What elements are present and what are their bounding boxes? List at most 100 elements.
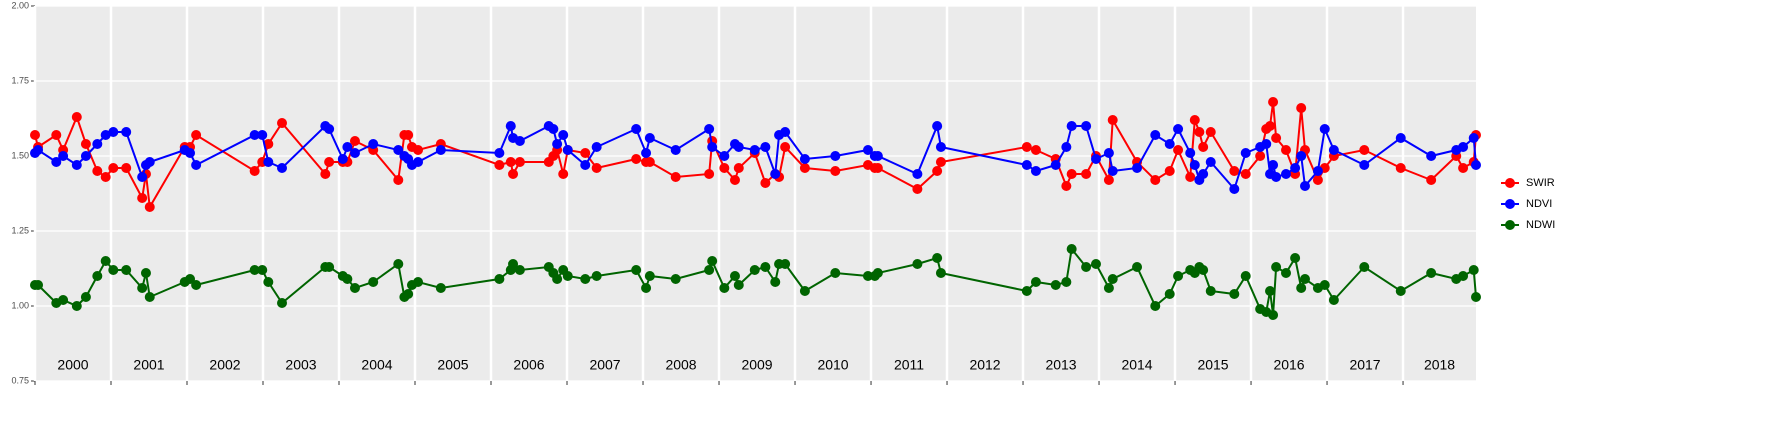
x-tick-label: 2008 bbox=[665, 357, 696, 373]
data-point bbox=[872, 151, 883, 161]
data-point bbox=[393, 175, 404, 185]
data-point bbox=[1280, 169, 1291, 179]
data-point bbox=[1189, 115, 1200, 125]
data-point bbox=[1240, 148, 1251, 158]
data-point bbox=[1205, 127, 1216, 137]
data-point bbox=[760, 178, 771, 188]
data-point bbox=[749, 145, 760, 155]
data-point bbox=[191, 160, 202, 170]
data-point bbox=[548, 124, 559, 134]
data-point bbox=[1395, 286, 1406, 296]
data-point bbox=[1359, 262, 1370, 272]
data-point bbox=[413, 157, 424, 167]
data-point bbox=[935, 157, 946, 167]
data-point bbox=[872, 163, 883, 173]
data-point bbox=[1271, 172, 1282, 182]
data-point bbox=[58, 295, 69, 305]
data-point bbox=[704, 169, 715, 179]
data-point bbox=[413, 277, 424, 287]
data-point bbox=[368, 277, 379, 287]
data-point bbox=[1468, 133, 1479, 143]
data-point bbox=[263, 277, 274, 287]
data-point bbox=[641, 283, 652, 293]
data-point bbox=[1107, 115, 1118, 125]
data-point bbox=[1426, 175, 1437, 185]
data-point bbox=[514, 157, 525, 167]
data-point bbox=[591, 142, 602, 152]
data-point bbox=[729, 271, 740, 281]
legend-label: SWIR bbox=[1526, 177, 1555, 189]
data-point bbox=[707, 142, 718, 152]
data-point bbox=[1229, 166, 1240, 176]
data-point bbox=[1205, 157, 1216, 167]
data-point bbox=[100, 172, 111, 182]
data-point bbox=[580, 274, 591, 284]
data-point bbox=[191, 280, 202, 290]
data-point bbox=[1319, 280, 1330, 290]
data-point bbox=[932, 121, 943, 131]
data-point bbox=[80, 151, 91, 161]
data-point bbox=[1471, 160, 1481, 170]
data-point bbox=[108, 127, 119, 137]
data-point bbox=[670, 274, 681, 284]
data-point bbox=[1395, 163, 1406, 173]
data-point bbox=[92, 139, 103, 149]
data-point bbox=[830, 166, 841, 176]
x-tick-label: 2003 bbox=[285, 357, 316, 373]
x-tick-label: 2017 bbox=[1349, 357, 1380, 373]
x-tick-label: 2016 bbox=[1273, 357, 1304, 373]
data-point bbox=[591, 271, 602, 281]
data-point bbox=[644, 157, 655, 167]
data-point bbox=[1359, 145, 1370, 155]
data-point bbox=[1185, 172, 1196, 182]
data-point bbox=[1185, 148, 1196, 158]
data-point bbox=[733, 163, 744, 173]
y-tick-label: 1.25 bbox=[11, 225, 29, 235]
data-point bbox=[435, 283, 446, 293]
data-point bbox=[337, 154, 348, 164]
x-tick-label: 2013 bbox=[1045, 357, 1076, 373]
data-point bbox=[1229, 184, 1240, 194]
data-point bbox=[1319, 124, 1330, 134]
data-point bbox=[1271, 133, 1282, 143]
data-point bbox=[1268, 97, 1279, 107]
data-point bbox=[100, 130, 111, 140]
data-point bbox=[935, 142, 946, 152]
data-point bbox=[257, 265, 268, 275]
data-point bbox=[324, 124, 335, 134]
data-point bbox=[729, 175, 740, 185]
data-point bbox=[552, 274, 563, 284]
data-point bbox=[514, 265, 525, 275]
data-point bbox=[1265, 121, 1276, 131]
data-point bbox=[137, 193, 148, 203]
data-point bbox=[33, 145, 44, 155]
data-point bbox=[403, 130, 414, 140]
data-point bbox=[562, 271, 573, 281]
data-point bbox=[51, 130, 62, 140]
data-point bbox=[1296, 283, 1307, 293]
x-tick-label: 2015 bbox=[1197, 357, 1228, 373]
data-point bbox=[644, 133, 655, 143]
data-point bbox=[1299, 181, 1310, 191]
data-point bbox=[1471, 292, 1481, 302]
data-point bbox=[1061, 142, 1072, 152]
data-point bbox=[935, 268, 946, 278]
data-point bbox=[719, 283, 730, 293]
data-point bbox=[770, 277, 781, 287]
data-point bbox=[1229, 289, 1240, 299]
data-point bbox=[342, 274, 353, 284]
data-point bbox=[1312, 166, 1323, 176]
data-point bbox=[1359, 160, 1370, 170]
data-point bbox=[1268, 310, 1279, 320]
data-point bbox=[1090, 259, 1101, 269]
data-point bbox=[1290, 163, 1301, 173]
data-point bbox=[185, 274, 196, 284]
data-point bbox=[1280, 145, 1291, 155]
data-point bbox=[862, 145, 873, 155]
data-point bbox=[505, 121, 516, 131]
data-point bbox=[494, 148, 505, 158]
data-point bbox=[1458, 142, 1469, 152]
data-point bbox=[1468, 265, 1479, 275]
data-point bbox=[1030, 166, 1041, 176]
data-point bbox=[799, 163, 810, 173]
